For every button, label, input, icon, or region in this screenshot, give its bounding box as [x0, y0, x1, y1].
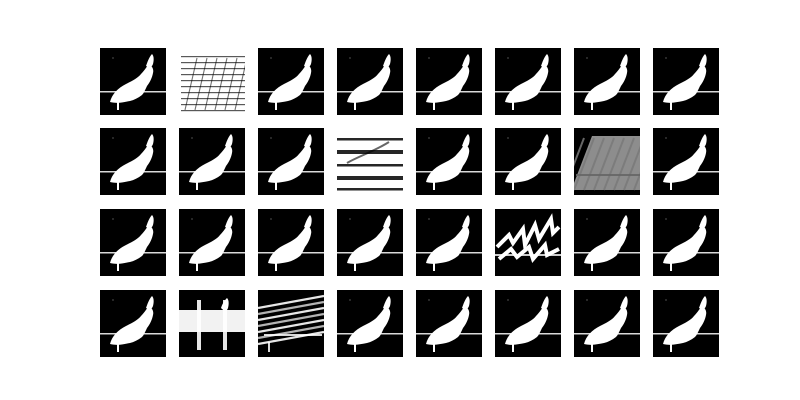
tile-r4-c7: [574, 290, 640, 357]
tile-r2-c5: [416, 128, 482, 195]
tile-r3-c6: [495, 209, 561, 276]
tile-r2-c2: [179, 128, 245, 195]
tile-r3-c7: [574, 209, 640, 276]
tile-r1-c3: [258, 48, 324, 115]
tile-r2-c4: [337, 128, 403, 195]
tile-r3-c3: [258, 209, 324, 276]
tile-r1-c5: [416, 48, 482, 115]
tile-r3-c5: [416, 209, 482, 276]
tile-r4-c1: [100, 290, 166, 357]
tile-r3-c1: [100, 209, 166, 276]
tile-r1-c6: [495, 48, 561, 115]
tile-r3-c8: [653, 209, 719, 276]
tile-r1-c1: [100, 48, 166, 115]
tile-r1-c7: [574, 48, 640, 115]
tile-r1-c8: [653, 48, 719, 115]
tile-r3-c4: [337, 209, 403, 276]
tile-r2-c1: [100, 128, 166, 195]
tile-r2-c7: [574, 128, 640, 195]
tile-r4-c8: [653, 290, 719, 357]
tile-r4-c5: [416, 290, 482, 357]
tile-r3-c2: [179, 209, 245, 276]
tile-r4-c4: [337, 290, 403, 357]
tile-r4-c3: [258, 290, 324, 357]
tile-r1-c2: [179, 48, 245, 115]
tile-r2-c8: [653, 128, 719, 195]
tile-r4-c6: [495, 290, 561, 357]
tile-r2-c6: [495, 128, 561, 195]
tile-r1-c4: [337, 48, 403, 115]
tile-r2-c3: [258, 128, 324, 195]
tile-r4-c2: [179, 290, 245, 357]
